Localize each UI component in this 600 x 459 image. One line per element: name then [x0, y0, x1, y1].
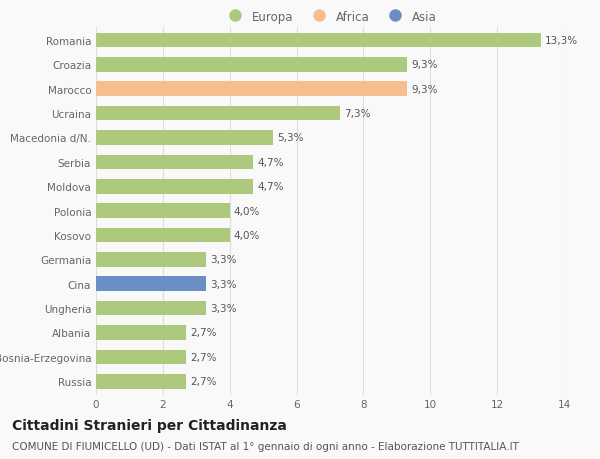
Bar: [96, 350, 186, 364]
Text: 2,7%: 2,7%: [190, 352, 217, 362]
Bar: [96, 34, 541, 48]
Legend: Europa, Africa, Asia: Europa, Africa, Asia: [218, 6, 442, 28]
Bar: [96, 131, 273, 146]
Bar: [96, 204, 230, 218]
Bar: [96, 277, 206, 291]
Bar: [96, 58, 407, 73]
Text: 4,7%: 4,7%: [257, 157, 284, 168]
Text: 3,3%: 3,3%: [211, 279, 237, 289]
Bar: [96, 106, 340, 121]
Text: 4,0%: 4,0%: [234, 206, 260, 216]
Text: 13,3%: 13,3%: [545, 36, 578, 46]
Text: 7,3%: 7,3%: [344, 109, 371, 119]
Bar: [96, 325, 186, 340]
Text: 3,3%: 3,3%: [211, 303, 237, 313]
Text: 2,7%: 2,7%: [190, 328, 217, 338]
Bar: [96, 301, 206, 316]
Text: 9,3%: 9,3%: [411, 60, 437, 70]
Bar: [96, 228, 230, 243]
Text: 4,7%: 4,7%: [257, 182, 284, 192]
Text: 5,3%: 5,3%: [277, 133, 304, 143]
Text: COMUNE DI FIUMICELLO (UD) - Dati ISTAT al 1° gennaio di ogni anno - Elaborazione: COMUNE DI FIUMICELLO (UD) - Dati ISTAT a…: [12, 441, 519, 451]
Bar: [96, 179, 253, 194]
Bar: [96, 82, 407, 97]
Text: 3,3%: 3,3%: [211, 255, 237, 265]
Bar: [96, 155, 253, 170]
Text: 4,0%: 4,0%: [234, 230, 260, 241]
Bar: [96, 374, 186, 389]
Text: 9,3%: 9,3%: [411, 84, 437, 95]
Text: Cittadini Stranieri per Cittadinanza: Cittadini Stranieri per Cittadinanza: [12, 418, 287, 431]
Text: 2,7%: 2,7%: [190, 376, 217, 386]
Bar: [96, 252, 206, 267]
